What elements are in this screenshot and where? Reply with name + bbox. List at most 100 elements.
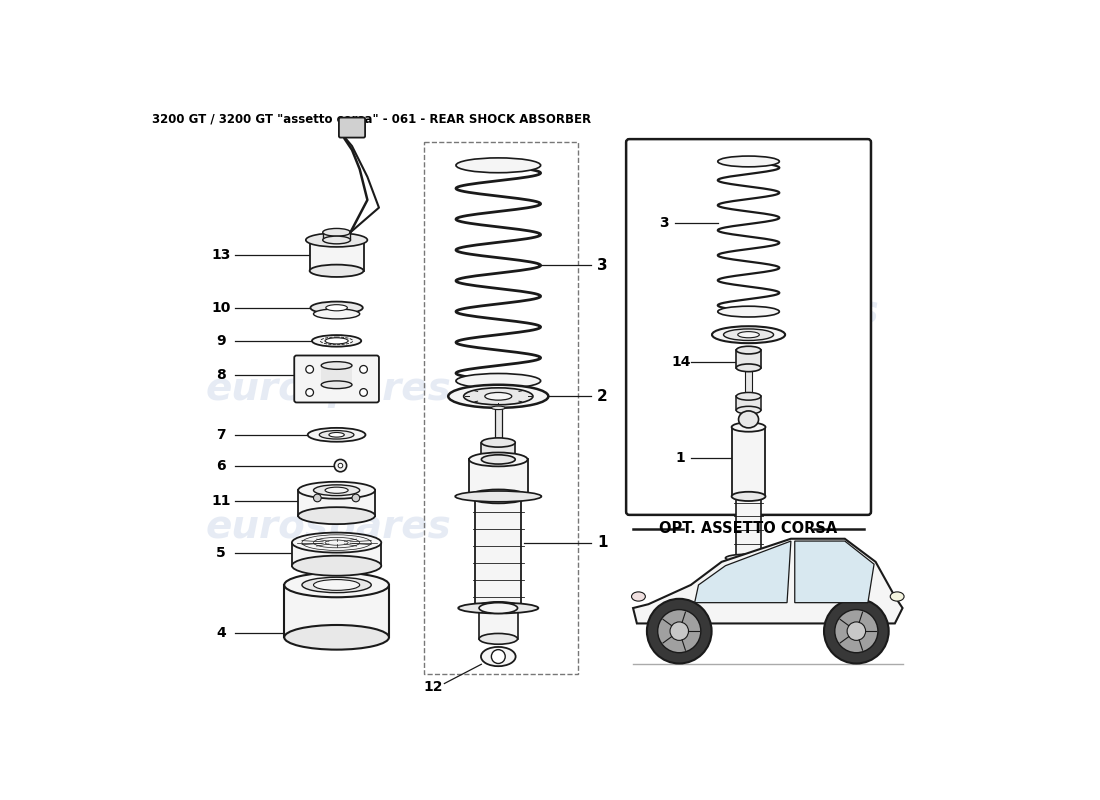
Ellipse shape (732, 492, 766, 501)
Ellipse shape (469, 490, 528, 503)
Bar (292, 542, 382, 566)
Text: 14: 14 (671, 354, 691, 369)
Ellipse shape (455, 374, 541, 388)
Circle shape (847, 622, 866, 640)
Ellipse shape (301, 578, 372, 593)
Ellipse shape (475, 490, 521, 502)
Ellipse shape (326, 487, 348, 494)
Ellipse shape (308, 428, 365, 442)
Ellipse shape (326, 338, 348, 344)
Ellipse shape (306, 233, 367, 247)
Bar (736, 396, 761, 410)
Bar (310, 240, 363, 270)
Ellipse shape (480, 602, 517, 614)
Ellipse shape (736, 346, 761, 354)
Text: eurospares: eurospares (634, 293, 879, 330)
Ellipse shape (449, 385, 548, 408)
Text: 10: 10 (211, 301, 231, 314)
Text: 3: 3 (597, 258, 607, 273)
Ellipse shape (724, 329, 773, 341)
Bar (739, 558, 758, 578)
Text: 8: 8 (217, 368, 226, 382)
Bar (298, 490, 375, 516)
Text: 1: 1 (597, 535, 607, 550)
Ellipse shape (738, 332, 759, 338)
Ellipse shape (482, 438, 515, 447)
Ellipse shape (736, 554, 761, 562)
Ellipse shape (736, 393, 761, 400)
Circle shape (314, 494, 321, 502)
Ellipse shape (312, 335, 361, 346)
Text: 3: 3 (659, 216, 669, 230)
Bar (321, 366, 352, 385)
Text: 13: 13 (211, 248, 231, 262)
Ellipse shape (475, 602, 521, 614)
Bar (284, 585, 389, 638)
Ellipse shape (292, 556, 382, 576)
Ellipse shape (738, 411, 759, 428)
Ellipse shape (310, 234, 363, 246)
Ellipse shape (322, 229, 351, 236)
Bar (480, 608, 517, 639)
Ellipse shape (321, 381, 352, 389)
Circle shape (647, 599, 712, 663)
Ellipse shape (329, 433, 344, 437)
Bar (475, 496, 521, 608)
Ellipse shape (736, 364, 761, 372)
Ellipse shape (718, 306, 779, 317)
Text: 2: 2 (597, 389, 607, 404)
Ellipse shape (314, 579, 360, 590)
Bar (732, 427, 766, 496)
Text: 7: 7 (217, 428, 226, 442)
Circle shape (352, 494, 360, 502)
Circle shape (306, 366, 313, 373)
Circle shape (670, 622, 689, 640)
Bar (495, 408, 502, 442)
Bar (469, 459, 528, 496)
Polygon shape (695, 541, 791, 602)
Ellipse shape (298, 507, 375, 524)
Ellipse shape (284, 573, 389, 598)
Ellipse shape (464, 388, 534, 405)
Text: 12: 12 (424, 680, 442, 694)
FancyBboxPatch shape (626, 139, 871, 515)
Ellipse shape (322, 236, 351, 244)
Text: OPT. ASSETTO CORSA: OPT. ASSETTO CORSA (659, 522, 838, 536)
Circle shape (360, 389, 367, 396)
Circle shape (334, 459, 346, 472)
Bar (745, 368, 752, 396)
Bar (424, 142, 578, 674)
Ellipse shape (459, 602, 538, 614)
Ellipse shape (326, 305, 348, 311)
Ellipse shape (314, 485, 360, 496)
Bar (322, 232, 351, 240)
Ellipse shape (726, 554, 772, 562)
Ellipse shape (482, 455, 515, 464)
Ellipse shape (718, 156, 779, 167)
Text: 6: 6 (217, 458, 226, 473)
Ellipse shape (319, 430, 354, 439)
Ellipse shape (321, 362, 352, 370)
Ellipse shape (455, 158, 541, 173)
Circle shape (824, 599, 889, 663)
Text: 5: 5 (217, 546, 226, 560)
Circle shape (835, 610, 878, 653)
Ellipse shape (712, 326, 785, 343)
Ellipse shape (732, 422, 766, 432)
Text: eurospares: eurospares (206, 370, 452, 408)
Text: 3200 GT / 3200 GT "assetto corsa" - 061 - REAR SHOCK ABSORBER: 3200 GT / 3200 GT "assetto corsa" - 061 … (152, 113, 591, 126)
Ellipse shape (485, 393, 512, 400)
Text: 1: 1 (675, 451, 685, 465)
Ellipse shape (469, 455, 528, 464)
Ellipse shape (298, 482, 375, 498)
Circle shape (492, 650, 505, 663)
Text: eurospares: eurospares (206, 508, 452, 546)
Ellipse shape (739, 555, 758, 561)
Ellipse shape (469, 453, 528, 466)
FancyBboxPatch shape (339, 118, 365, 138)
Ellipse shape (736, 406, 761, 414)
Ellipse shape (631, 592, 646, 601)
Ellipse shape (310, 265, 363, 277)
Polygon shape (794, 541, 874, 602)
Ellipse shape (292, 533, 382, 553)
